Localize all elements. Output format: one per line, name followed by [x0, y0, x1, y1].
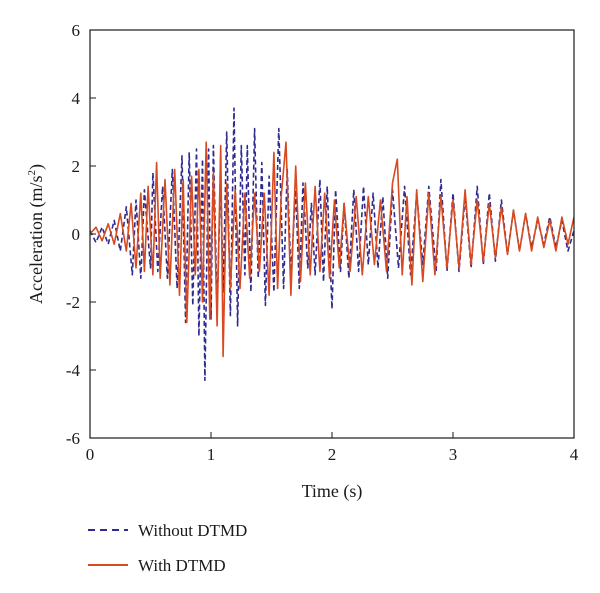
series-layer	[90, 107, 574, 382]
y-tick-label: -2	[66, 293, 80, 312]
series-line-without-dtmd	[90, 107, 574, 382]
legend-label-with-dtmd: With DTMD	[138, 556, 226, 575]
x-tick-label: 4	[570, 445, 579, 464]
y-axis: 6 4 2 0 -2 -4 -6	[66, 21, 96, 448]
y-tick-label: 0	[72, 225, 81, 244]
y-tick-label: -4	[66, 361, 81, 380]
y-axis-title-close: )	[26, 164, 47, 170]
y-tick-label: 4	[72, 89, 81, 108]
legend-label-without-dtmd: Without DTMD	[138, 521, 247, 540]
y-axis-title: Acceleration (m/s2)	[26, 164, 47, 304]
y-axis-title-superscript: 2	[26, 170, 38, 176]
x-axis: 0 1 2 3 4	[86, 432, 579, 464]
x-tick-label: 0	[86, 445, 95, 464]
y-axis-title-main: Acceleration (m/s	[26, 176, 47, 304]
legend: Without DTMD With DTMD	[88, 521, 247, 575]
y-tick-label: 6	[72, 21, 81, 40]
y-tick-label: 2	[72, 157, 81, 176]
x-tick-label: 3	[449, 445, 458, 464]
x-tick-label: 2	[328, 445, 337, 464]
x-axis-title: Time (s)	[302, 481, 363, 502]
x-tick-label: 1	[207, 445, 216, 464]
y-tick-label: -6	[66, 429, 80, 448]
series-line-with-dtmd	[90, 141, 574, 358]
